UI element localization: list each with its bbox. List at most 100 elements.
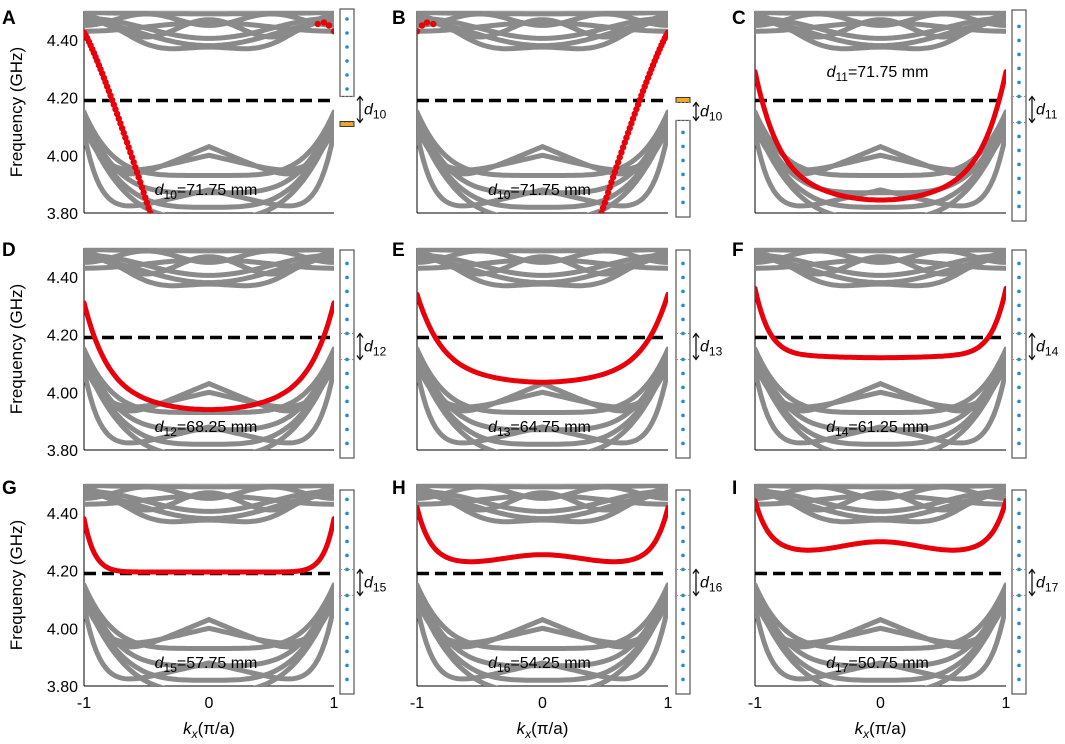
bulk-band-upper-6	[417, 254, 668, 277]
lattice-site	[345, 87, 349, 91]
lattice-site	[1017, 162, 1021, 167]
arrow-head-up	[356, 332, 364, 338]
strip-box	[675, 119, 691, 218]
arrow-head-up	[356, 568, 364, 574]
lattice-site	[681, 399, 685, 404]
bulk-band-lower-3	[417, 582, 668, 651]
lattice-site	[681, 525, 685, 530]
edge-point	[130, 158, 137, 166]
lattice-site	[681, 357, 685, 362]
bulk-band-upper-2	[755, 252, 1006, 278]
panel-letter: F	[732, 240, 744, 261]
edge-state-curve	[417, 504, 668, 565]
lattice-site	[1017, 331, 1021, 336]
strip-box	[675, 489, 691, 695]
bulk-band-upper-6	[417, 490, 668, 513]
bulk-band-upper-5	[755, 11, 1006, 28]
edge-point	[320, 19, 328, 26]
lattice-site	[681, 371, 685, 376]
lattice-site	[1017, 317, 1021, 322]
bulk-band-lower-2	[84, 585, 334, 669]
edge-point	[619, 144, 627, 151]
panel-d: 3.80 4.00 4.20 4.40 Frequency (GHz) Dd12=68.2…	[2, 240, 387, 460]
edge-point	[314, 20, 321, 28]
bulk-band-lower-1	[755, 355, 1006, 447]
plot-area	[755, 484, 1006, 686]
lattice-site	[345, 497, 349, 502]
lattice-site	[681, 289, 685, 294]
bulk-band-lower-0	[755, 358, 1006, 450]
lattice-site	[1017, 303, 1021, 308]
side-width-label: d14	[1036, 338, 1059, 358]
side-width-label: d10	[700, 103, 723, 123]
bulk-band-upper-0	[417, 248, 668, 254]
unit-cell-schematic: d12	[339, 249, 387, 459]
edge-point	[137, 179, 144, 186]
lattice-site	[681, 413, 685, 418]
waveguide-width-label: d16=54.25 mm	[488, 655, 591, 675]
lattice-site	[1017, 176, 1021, 181]
bulk-band-lower-2	[84, 349, 334, 433]
x-tick-label: 0	[205, 695, 214, 712]
bulk-band-upper-5	[755, 484, 1006, 501]
gold-edge	[339, 120, 355, 127]
arrow-head-up	[692, 568, 700, 574]
bulk-band-lower-1	[755, 591, 1006, 683]
lattice-site	[345, 45, 349, 49]
lattice-site	[681, 553, 685, 558]
lattice-site	[681, 649, 685, 654]
edge-state-curve	[417, 291, 668, 385]
side-width-label: d12	[364, 338, 387, 358]
y-tick-label: 4.00	[47, 148, 78, 165]
lattice-site	[345, 511, 349, 516]
panel-g: 3.80 4.00 4.20 4.40 -1 0 1 kx(π/a) Frequency (GH…	[2, 478, 387, 741]
lattice-site	[1017, 593, 1021, 598]
bulk-band-upper-0	[84, 248, 334, 254]
lattice-site	[1017, 134, 1021, 139]
bulk-band-lower-0	[755, 594, 1006, 686]
bulk-band-lower-4	[755, 360, 1006, 410]
bulk-band-upper-2	[755, 15, 1006, 41]
edge-point	[609, 174, 617, 181]
lattice-site	[345, 17, 349, 21]
bulk-band-upper-0	[755, 248, 1006, 254]
lattice-site	[1017, 24, 1021, 29]
lattice-site	[1017, 649, 1021, 654]
lattice-site	[345, 371, 349, 376]
lattice-site	[681, 385, 685, 390]
plot-area	[84, 248, 334, 450]
bulk-band-upper-2	[84, 15, 334, 41]
lattice-site	[681, 593, 685, 598]
edge-point	[664, 29, 668, 36]
edge-point	[145, 204, 152, 212]
bulk-band-lower-1	[417, 591, 668, 683]
arrow-head-down	[692, 355, 700, 361]
bulk-band-lower-0	[84, 594, 334, 686]
bulk-band-upper-5	[417, 484, 668, 501]
y-tick-label: 4.20	[47, 328, 78, 345]
bulk-band-lower-0	[417, 121, 668, 213]
y-tick-label: 4.00	[47, 621, 78, 638]
bulk-band-lower-3	[84, 109, 334, 178]
strip-box	[339, 489, 355, 695]
lattice-site	[681, 261, 685, 266]
edge-point	[128, 154, 136, 161]
edge-point	[613, 163, 620, 171]
waveguide-width-label: d12=68.25 mm	[155, 419, 258, 439]
bulk-band-lower-5	[755, 582, 1006, 650]
unit-cell-schematic: d16	[675, 489, 723, 695]
plot-area	[84, 11, 334, 213]
bulk-band-lower-0	[84, 121, 334, 213]
edge-point	[621, 139, 628, 146]
lattice-site	[1017, 607, 1021, 612]
bulk-band-lower-1	[417, 355, 668, 447]
y-axis-label: Frequency (GHz)	[7, 284, 26, 414]
lattice-site	[681, 677, 685, 682]
arrow-head-up	[692, 101, 700, 107]
y-tick-label: 4.20	[47, 564, 78, 581]
lattice-site	[1017, 677, 1021, 682]
strip-box	[1011, 9, 1027, 222]
